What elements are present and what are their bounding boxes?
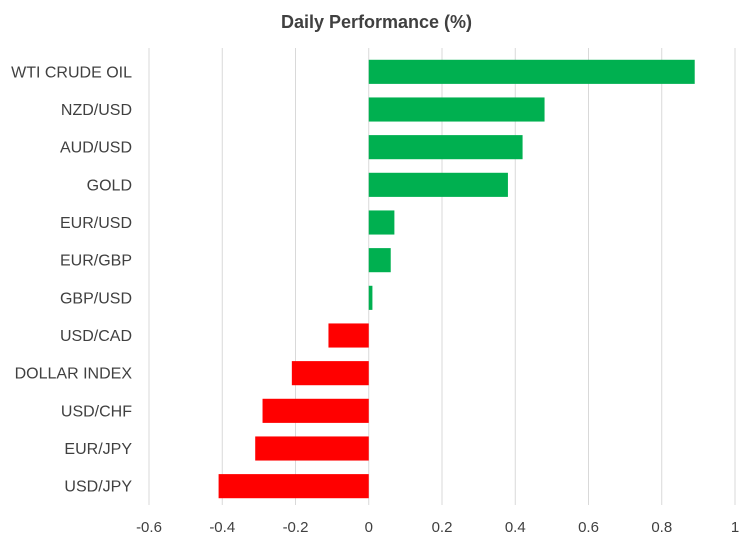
bar: [255, 436, 369, 461]
category-label: USD/CAD: [60, 328, 132, 345]
x-tick-label: 0.2: [432, 519, 453, 536]
category-label: WTI CRUDE OIL: [11, 64, 132, 81]
category-label: USD/JPY: [64, 479, 132, 496]
chart-title: Daily Performance (%): [280, 12, 473, 32]
category-label: USD/CHF: [61, 403, 132, 420]
bar: [368, 97, 545, 122]
bar: [368, 172, 508, 197]
x-tick-label: -0.4: [209, 519, 235, 536]
category-label: DOLLAR INDEX: [15, 366, 133, 383]
category-label: EUR/JPY: [64, 441, 132, 458]
category-label: EUR/GBP: [60, 253, 132, 270]
x-tick-label: 0.8: [651, 519, 672, 536]
category-label: AUD/USD: [60, 140, 132, 157]
category-label: EUR/USD: [60, 215, 132, 232]
x-tick-label: 0.6: [578, 519, 599, 536]
x-tick-label: -0.2: [283, 519, 309, 536]
category-label: NZD/USD: [61, 102, 132, 119]
x-tick-label: 1: [731, 519, 739, 536]
bar: [368, 285, 373, 310]
bar: [368, 248, 391, 273]
x-tick-label: -0.6: [136, 519, 162, 536]
category-label: GOLD: [87, 177, 132, 194]
category-label: GBP/USD: [60, 290, 132, 307]
bar: [368, 210, 395, 235]
x-tick-label: 0: [365, 519, 373, 536]
x-tick-label: 0.4: [505, 519, 526, 536]
bar: [262, 398, 369, 423]
bar: [218, 474, 369, 499]
bar: [368, 135, 523, 160]
bar: [291, 361, 369, 386]
bar: [328, 323, 369, 348]
bar: [368, 59, 695, 84]
